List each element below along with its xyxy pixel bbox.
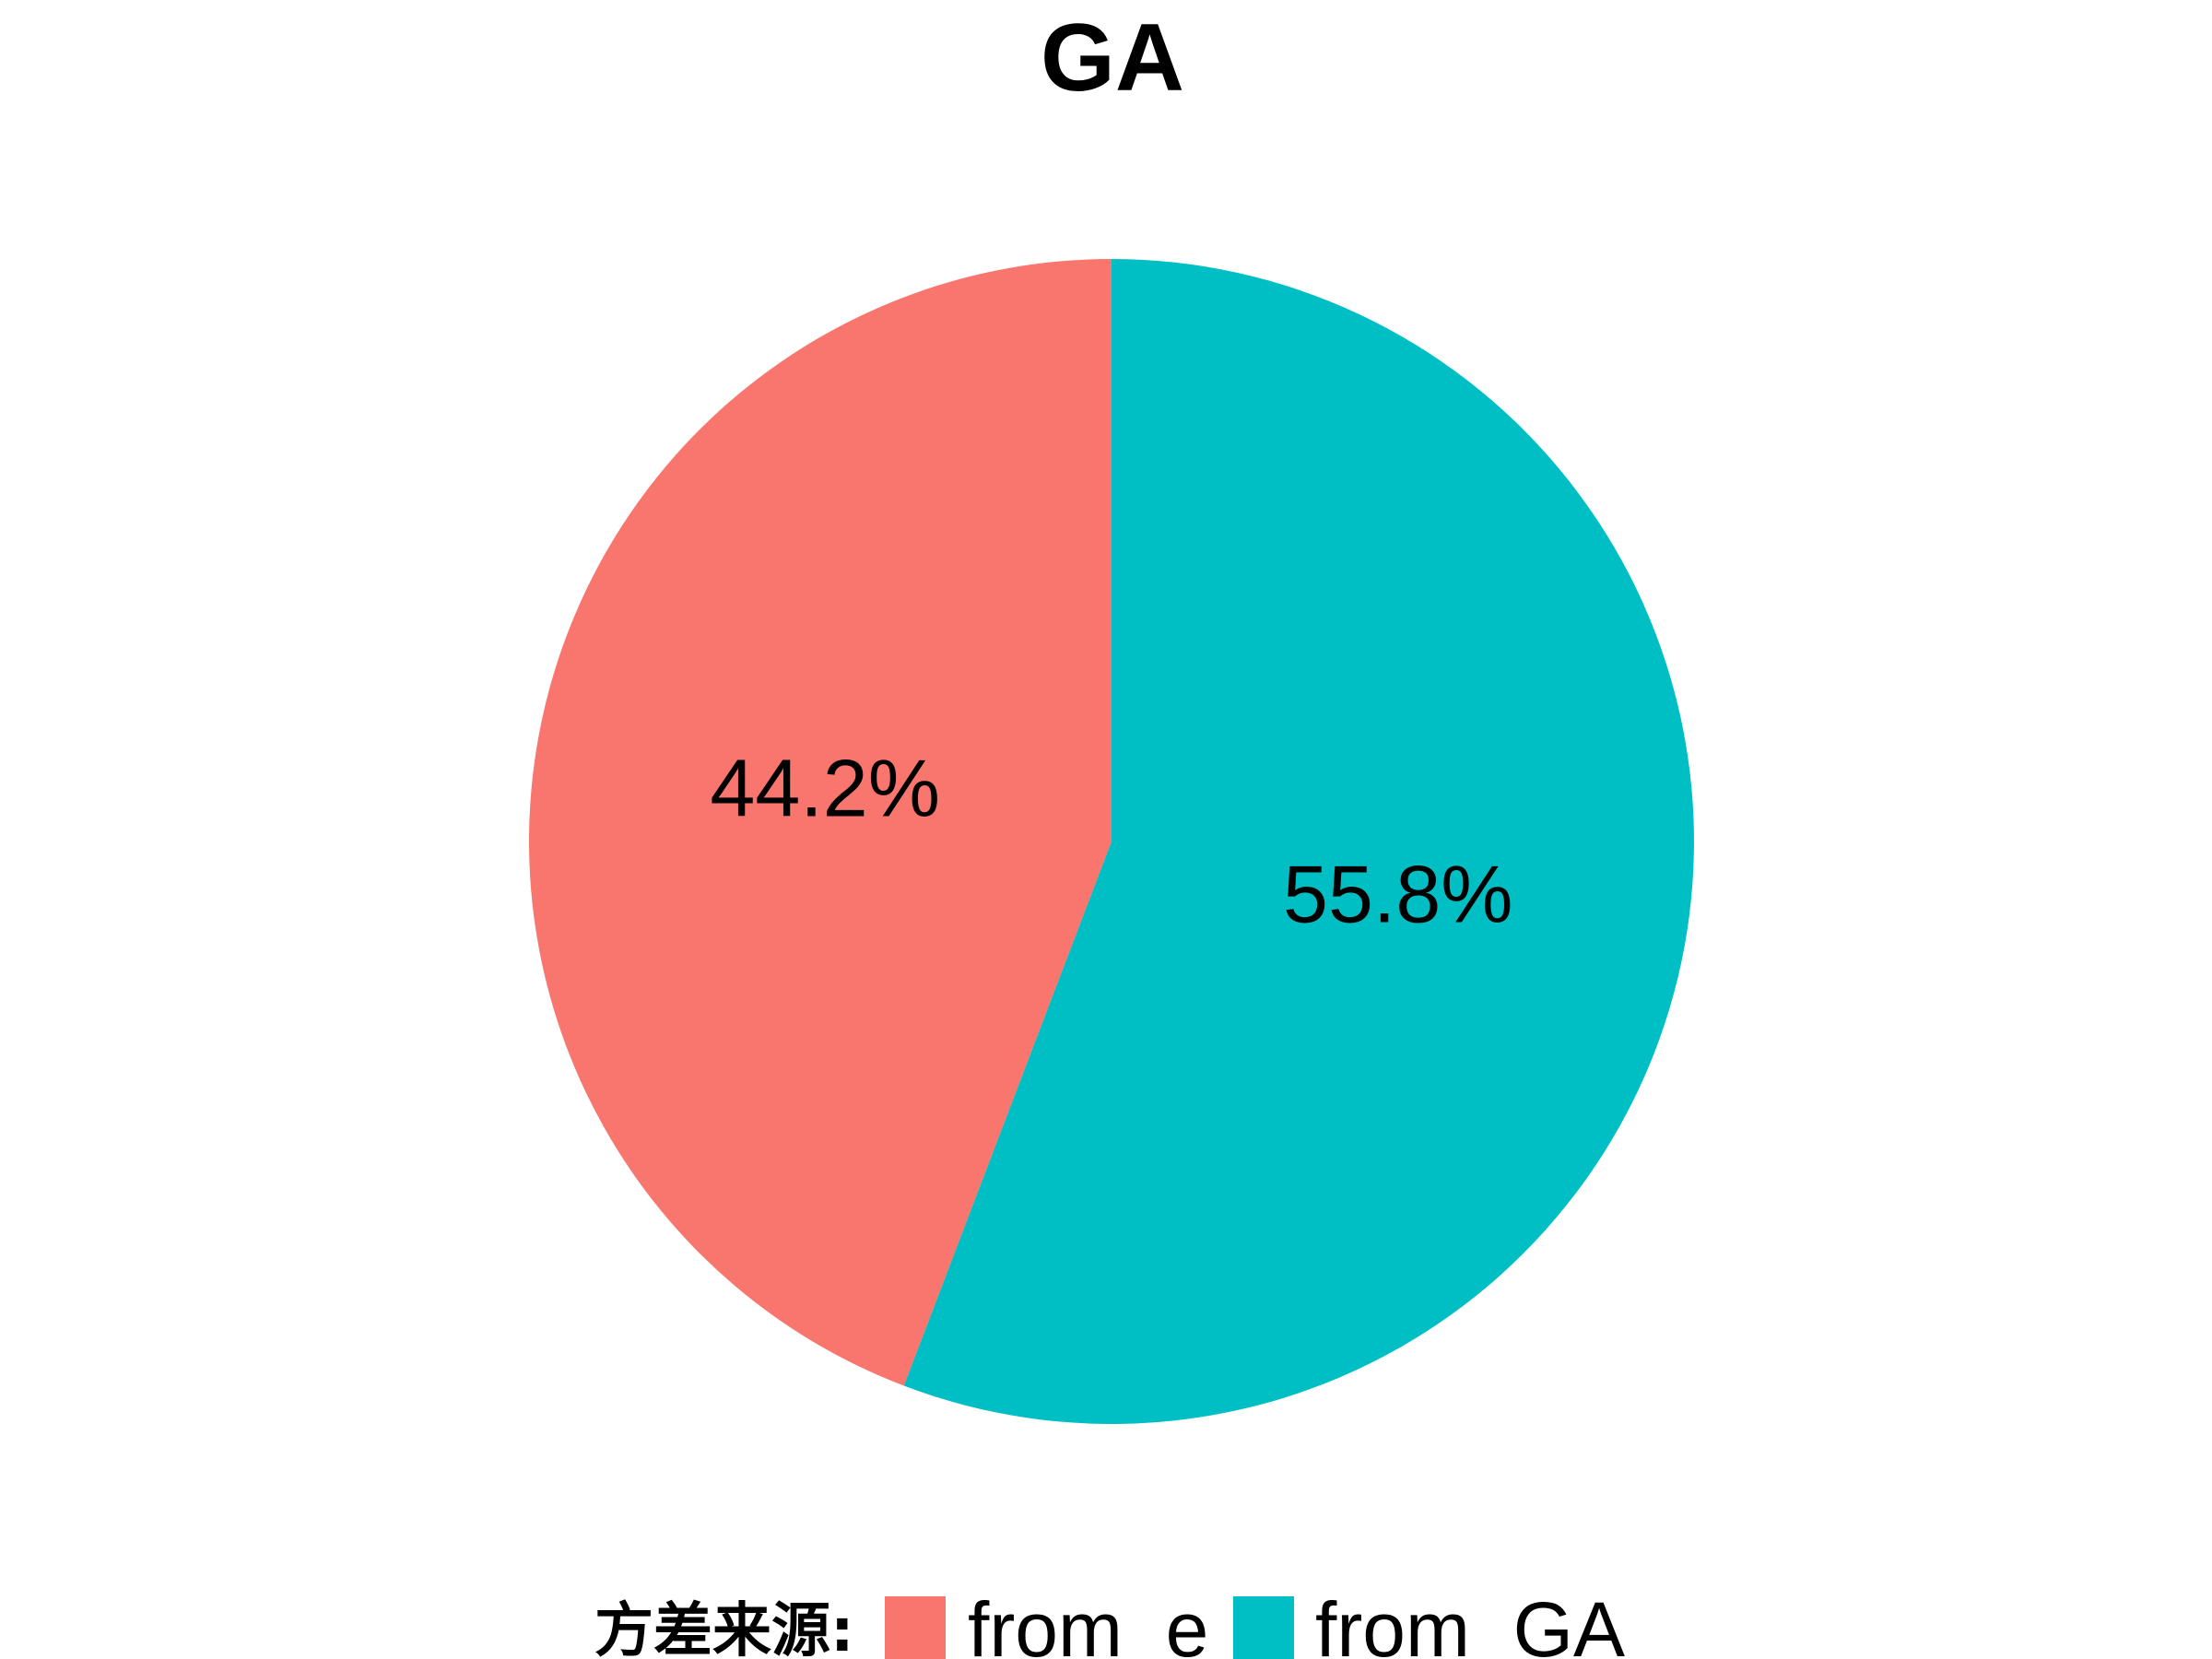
pie-slices	[528, 258, 1694, 1424]
legend-label-from-ga: from GA	[1315, 1586, 1625, 1659]
legend-label-from-e: from e	[968, 1586, 1208, 1659]
pie-slice-label-from-ga: 55.8%	[1283, 848, 1513, 939]
pie-slice-from-ga	[903, 258, 1694, 1424]
legend-swatch-from-ga	[1233, 1596, 1294, 1659]
legend: 方差来源: from e from GA	[594, 1586, 1625, 1659]
chart-title: GA	[1041, 5, 1184, 112]
pie-slice-from-e	[528, 259, 1112, 1386]
pie-slice-label-from-e: 44.2%	[710, 743, 940, 834]
legend-title: 方差来源:	[594, 1597, 854, 1659]
legend-swatch-from-e	[885, 1596, 946, 1659]
pie-slice-labels: 44.2% 55.8%	[710, 743, 1512, 940]
